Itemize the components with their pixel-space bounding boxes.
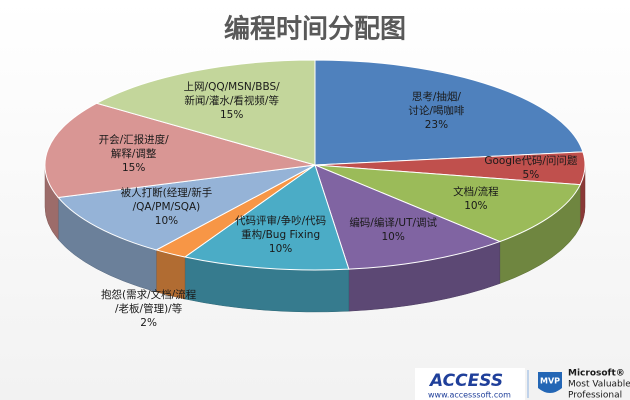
slice-label: 代码评审/争吵/代码 重构/Bug Fixing 10% xyxy=(235,214,326,256)
slice-label: 被人打断(经理/新手 /QA/PM/SQA) 10% xyxy=(121,186,213,228)
slice xyxy=(314,164,502,270)
category-label: 开会/汇报进度/ 解释/调整 xyxy=(98,133,169,160)
category-label: 代码评审/争吵/代码 重构/Bug Fixing xyxy=(235,215,327,242)
value-label: 10% xyxy=(464,200,488,213)
value-label: 10% xyxy=(381,230,405,243)
chart-title: 编程时间分配图 xyxy=(224,14,406,45)
category-label: 抱怨(需求/文档/流程 /老板/管理)/等 xyxy=(101,288,197,315)
value-label: 10% xyxy=(268,243,293,256)
mvp-shield xyxy=(538,372,562,393)
value-label: 2% xyxy=(140,316,157,329)
mvp-line: Most Valuable xyxy=(568,380,630,390)
value-label: 23% xyxy=(424,119,449,132)
slice-label: 开会/汇报进度/ 解释/调整 15% xyxy=(99,133,169,175)
logos: ACCESS www.accesssoft.com MVP Microsoft®… xyxy=(415,368,630,400)
slice xyxy=(95,59,316,166)
slice xyxy=(314,59,584,166)
slice xyxy=(314,164,581,243)
slice-label: 文档/流程 10% xyxy=(453,185,499,213)
access-url: www.accesssoft.com xyxy=(428,391,511,400)
category-label: 被人打断(经理/新手 /QA/PM/SQA) xyxy=(120,186,213,213)
slice xyxy=(183,164,350,271)
category-label: Google代码/问问题 xyxy=(484,154,578,167)
microsoft: Microsoft® xyxy=(568,369,625,379)
value-label: 15% xyxy=(219,109,244,122)
slice-label: 抱怨(需求/文档/流程 /老板/管理)/等 2% xyxy=(101,288,196,330)
slice-label: 上网/QQ/MSN/BBS/ 新闻/灌水/看视频/等 15% xyxy=(184,80,280,122)
slice-label: Google代码/问问题 5% xyxy=(484,154,577,182)
slice-label: 思考/抽烟/ 讨论/喝咖啡 23% xyxy=(408,90,464,132)
category-label: 文档/流程 xyxy=(453,186,499,199)
category-label: 编码/编译/UT/调试 xyxy=(349,216,438,229)
category-label: 思考/抽烟/ 讨论/喝咖啡 xyxy=(408,91,465,118)
slice xyxy=(44,102,316,198)
access-logo-bg xyxy=(415,368,525,400)
slice-label: 编码/编译/UT/调试 10% xyxy=(349,216,437,244)
value-label: 10% xyxy=(154,214,179,227)
slice xyxy=(57,164,316,251)
mvp-line: Professional xyxy=(568,391,622,400)
category-label: 上网/QQ/MSN/BBS/ 新闻/灌水/看视频/等 xyxy=(183,81,280,108)
access-logo: ACCESS xyxy=(428,371,503,391)
mvp-badge: MVP xyxy=(540,377,560,386)
value-label: 5% xyxy=(522,168,540,181)
tops xyxy=(44,59,586,271)
value-label: 15% xyxy=(121,161,146,174)
